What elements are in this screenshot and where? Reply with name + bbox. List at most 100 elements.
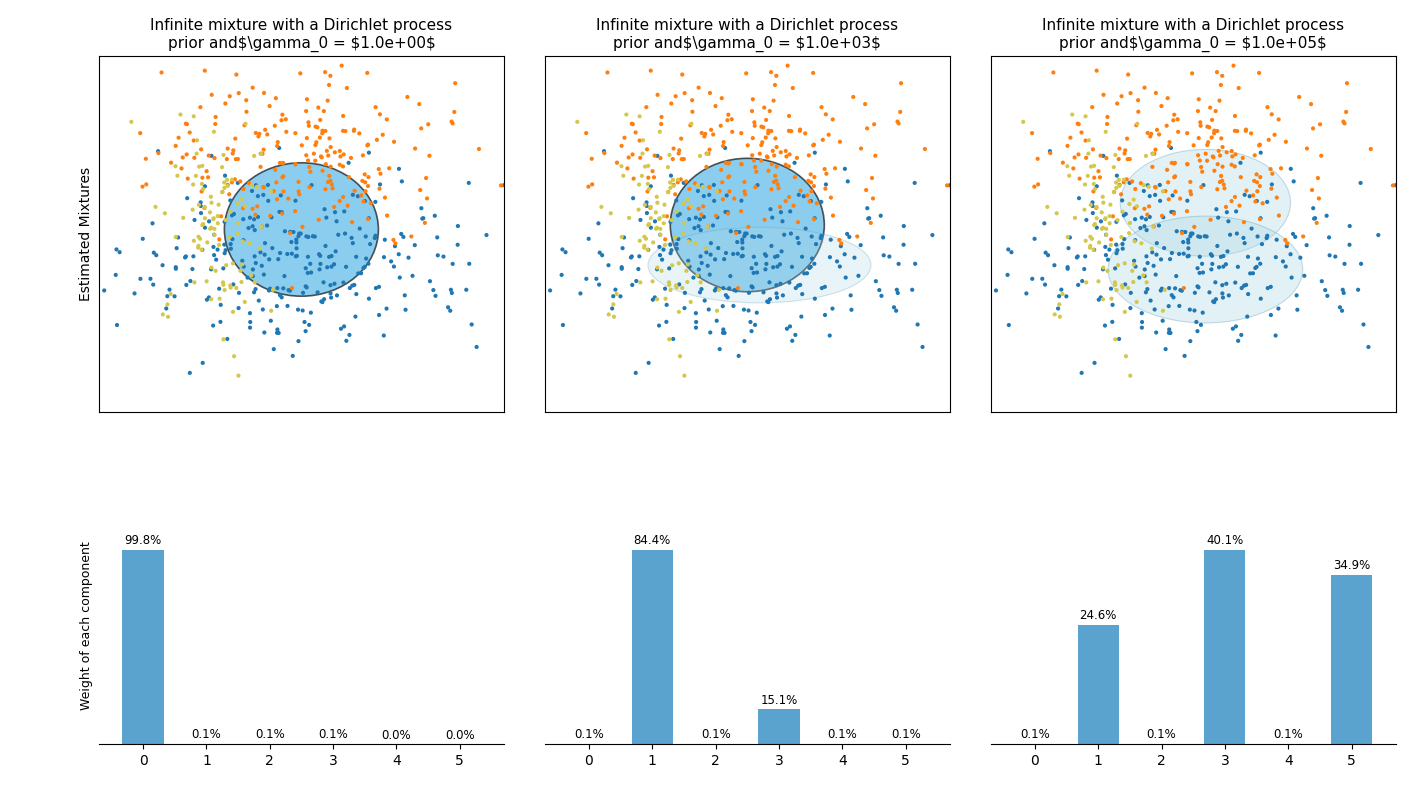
- Point: [1124, 260, 1146, 273]
- Point: [1275, 135, 1297, 148]
- Point: [1163, 157, 1186, 170]
- Point: [685, 211, 708, 224]
- Point: [1144, 143, 1166, 156]
- Point: [120, 115, 142, 128]
- Point: [1043, 308, 1066, 321]
- Point: [763, 94, 785, 107]
- Point: [715, 289, 737, 302]
- Point: [649, 212, 671, 225]
- Point: [379, 255, 402, 268]
- Point: [661, 258, 684, 271]
- Point: [904, 177, 926, 190]
- Point: [259, 210, 282, 222]
- Point: [296, 132, 319, 145]
- Point: [419, 275, 441, 288]
- Point: [667, 257, 689, 270]
- Point: [1249, 213, 1272, 226]
- Point: [269, 246, 292, 259]
- Point: [1162, 291, 1184, 304]
- Point: [666, 281, 688, 294]
- Text: 34.9%: 34.9%: [1332, 559, 1371, 573]
- Point: [1145, 326, 1167, 339]
- Point: [247, 190, 269, 202]
- Point: [799, 185, 822, 198]
- Point: [1245, 194, 1268, 207]
- Point: [1048, 290, 1070, 302]
- Point: [244, 126, 266, 139]
- Point: [1067, 278, 1090, 291]
- Point: [351, 174, 374, 187]
- Point: [1055, 290, 1077, 302]
- Point: [1316, 210, 1338, 222]
- Point: [388, 248, 410, 261]
- Point: [341, 237, 364, 250]
- Point: [764, 170, 787, 182]
- Point: [303, 147, 326, 160]
- Point: [691, 180, 713, 193]
- Point: [1231, 151, 1253, 164]
- Point: [588, 278, 611, 291]
- Point: [183, 151, 206, 164]
- Point: [1144, 303, 1166, 316]
- Point: [644, 222, 667, 235]
- Point: [674, 86, 697, 99]
- Point: [348, 222, 371, 235]
- Point: [1084, 182, 1107, 195]
- Point: [360, 238, 382, 250]
- Point: [1301, 202, 1324, 214]
- Point: [657, 186, 680, 198]
- Point: [188, 230, 210, 243]
- Point: [1237, 288, 1259, 301]
- Point: [770, 206, 792, 218]
- Point: [857, 212, 880, 225]
- Point: [1220, 145, 1242, 158]
- Point: [337, 199, 360, 212]
- Point: [1024, 232, 1046, 245]
- Point: [1124, 235, 1146, 248]
- Point: [1131, 316, 1153, 329]
- Point: [286, 303, 309, 316]
- Point: [747, 230, 770, 242]
- Point: [182, 178, 204, 191]
- Point: [712, 193, 735, 206]
- Point: [1206, 125, 1228, 138]
- Point: [1162, 114, 1184, 126]
- Point: [261, 242, 283, 254]
- Point: [93, 284, 116, 297]
- Point: [1111, 206, 1134, 218]
- Point: [257, 128, 279, 141]
- Point: [754, 114, 777, 126]
- Point: [458, 258, 481, 270]
- Point: [190, 143, 213, 156]
- Point: [1146, 123, 1169, 136]
- Point: [285, 233, 307, 246]
- Point: [790, 310, 812, 323]
- Point: [1052, 156, 1074, 169]
- Point: [609, 290, 632, 302]
- Point: [264, 119, 286, 132]
- Point: [646, 222, 668, 234]
- Point: [516, 278, 539, 291]
- Point: [213, 238, 235, 251]
- Point: [829, 135, 852, 148]
- Point: [1221, 150, 1244, 163]
- Point: [1129, 177, 1152, 190]
- Point: [279, 226, 302, 239]
- Point: [224, 153, 247, 166]
- Point: [355, 252, 378, 265]
- Point: [1114, 147, 1136, 160]
- Point: [200, 196, 223, 209]
- Point: [744, 161, 767, 174]
- Point: [312, 124, 334, 137]
- Point: [742, 132, 764, 145]
- Point: [1166, 225, 1189, 238]
- Point: [298, 318, 320, 331]
- Point: [581, 178, 603, 190]
- Point: [627, 250, 650, 262]
- Point: [1162, 189, 1184, 202]
- Point: [1135, 250, 1158, 262]
- Point: [695, 161, 718, 174]
- Point: [1125, 119, 1148, 132]
- Point: [204, 110, 227, 123]
- Point: [1256, 101, 1279, 114]
